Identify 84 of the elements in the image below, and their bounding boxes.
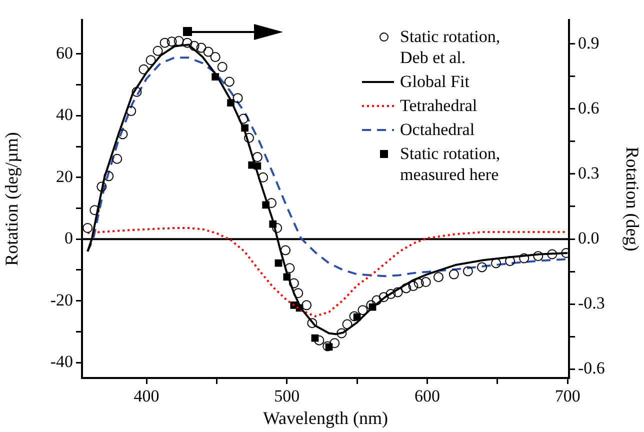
point [152, 46, 163, 56]
legend-label: Octahedral [400, 119, 476, 140]
y2-tick-label: 0.0 [578, 228, 600, 248]
point [174, 36, 184, 46]
point [408, 281, 418, 292]
legend-label: Static rotation, measured here [400, 143, 502, 185]
point [330, 338, 340, 348]
point [182, 38, 192, 48]
point [210, 52, 220, 62]
y2-tick-label: -0.6 [578, 358, 605, 378]
point [132, 86, 142, 97]
point [414, 278, 424, 288]
point [302, 300, 312, 310]
point [232, 93, 243, 104]
x-tick-label: 700 [554, 386, 580, 406]
point [462, 266, 473, 276]
point [448, 269, 459, 280]
point [533, 251, 544, 262]
point [433, 272, 444, 282]
point [82, 223, 93, 234]
point [322, 341, 333, 352]
y-tick-label: -40 [50, 352, 73, 372]
point [519, 253, 530, 264]
y-tick-label: 0 [64, 228, 73, 248]
point [284, 263, 295, 274]
point [238, 114, 248, 124]
point [189, 40, 200, 51]
point [96, 182, 107, 192]
y2-tick-label: 0.3 [578, 163, 600, 182]
point [366, 300, 376, 310]
point [342, 319, 352, 330]
point [372, 295, 382, 306]
point [196, 42, 206, 53]
point [126, 106, 136, 116]
y-tick-label: 20 [56, 166, 73, 186]
point [378, 292, 389, 302]
point [420, 277, 431, 288]
y-axis-title: Rotation (deg/µm) [2, 132, 22, 266]
y2-tick-label: 0.6 [578, 98, 600, 118]
point [293, 288, 304, 298]
x-tick-label: 500 [274, 386, 300, 406]
point [244, 132, 254, 143]
y2-axis-title: Rotation (deg) [622, 146, 642, 252]
legend-label: Global Fit [400, 71, 470, 92]
point [505, 256, 516, 266]
x-tick-label: 600 [414, 386, 440, 406]
point [146, 55, 156, 66]
point [476, 262, 487, 272]
point [272, 223, 282, 234]
y-tick-label: -20 [50, 290, 73, 310]
point [491, 258, 502, 268]
point [307, 318, 318, 328]
y-tick-label: 40 [56, 105, 73, 124]
point [90, 205, 100, 216]
point [258, 172, 268, 182]
point [288, 278, 299, 288]
legend-label: Static rotation, Deb et al. [400, 26, 502, 68]
x-axis-title: Wavelength (nm) [262, 408, 388, 428]
point [386, 289, 396, 300]
point [217, 62, 228, 72]
point [104, 171, 114, 182]
point [358, 305, 368, 316]
point [252, 152, 262, 162]
point [112, 154, 122, 164]
y2-tick-label: -0.3 [578, 294, 605, 313]
point [266, 198, 276, 208]
point [224, 76, 234, 87]
point [138, 64, 149, 74]
point [349, 311, 360, 322]
point [166, 36, 177, 47]
point [274, 259, 282, 267]
point [203, 46, 214, 57]
point [160, 38, 170, 48]
x-tick-label: 400 [134, 386, 160, 406]
legend-label: Tetrahedral [400, 95, 478, 116]
point [118, 129, 128, 140]
point [280, 245, 290, 256]
point [547, 249, 558, 260]
point [401, 283, 412, 294]
point [314, 335, 324, 346]
y-tick-label: 60 [56, 43, 73, 62]
point [392, 287, 403, 298]
point [336, 328, 347, 338]
y2-tick-label: 0.9 [578, 33, 600, 52]
